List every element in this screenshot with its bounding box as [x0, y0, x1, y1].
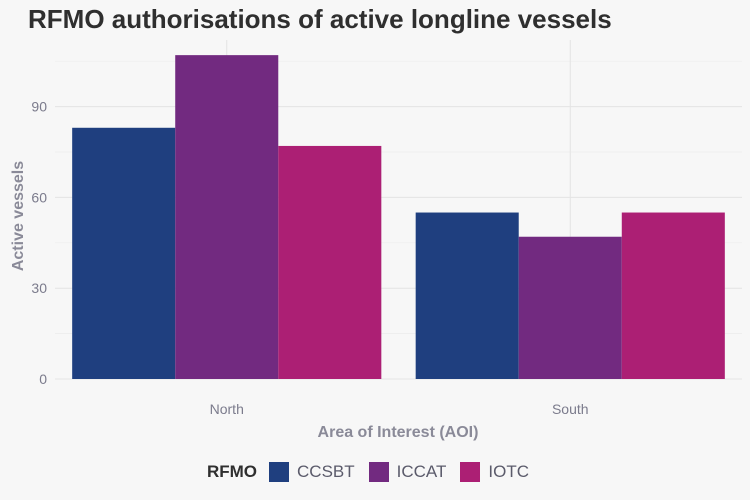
y-tick-label: 30 — [31, 280, 47, 296]
legend-swatch — [460, 462, 481, 482]
legend-item-iotc: IOTC — [460, 462, 529, 482]
legend-label: IOTC — [488, 462, 530, 481]
tick-labels: North South 0 30 60 90 — [31, 99, 588, 417]
bars — [72, 55, 725, 379]
bar-ccsbt-north — [72, 127, 176, 379]
legend-swatch — [368, 462, 389, 482]
legend-label: CCSBT — [297, 462, 355, 481]
bar-iotc-north — [278, 145, 382, 379]
chart-title: RFMO authorisations of active longline v… — [28, 4, 612, 34]
legend-title: RFMO — [206, 462, 258, 481]
legend-label: ICCAT — [396, 462, 447, 481]
y-tick-label: 90 — [31, 99, 47, 115]
y-tick-label: 60 — [31, 189, 47, 205]
x-tick-label: North — [210, 401, 244, 417]
bar-ccsbt-south — [415, 212, 519, 379]
legend-swatch — [269, 462, 290, 482]
chart-plot: North South 0 30 60 90 Area of Interest (AOI)… — [10, 40, 742, 441]
legend-item-ccsbt: CCSBT — [269, 462, 355, 482]
bar-iotc-south — [621, 212, 725, 379]
x-axis-title: Area of Interest (AOI) — [318, 424, 479, 441]
bar-iccat-north — [175, 55, 279, 379]
y-axis-title: Active vessels — [10, 161, 27, 271]
legend-item-iccat: ICCAT — [368, 462, 447, 482]
legend: RFMO CCSBT ICCAT IOTC — [0, 462, 750, 482]
bar-iccat-south — [518, 236, 622, 379]
x-tick-label: South — [552, 401, 589, 417]
y-tick-label: 0 — [39, 371, 47, 387]
